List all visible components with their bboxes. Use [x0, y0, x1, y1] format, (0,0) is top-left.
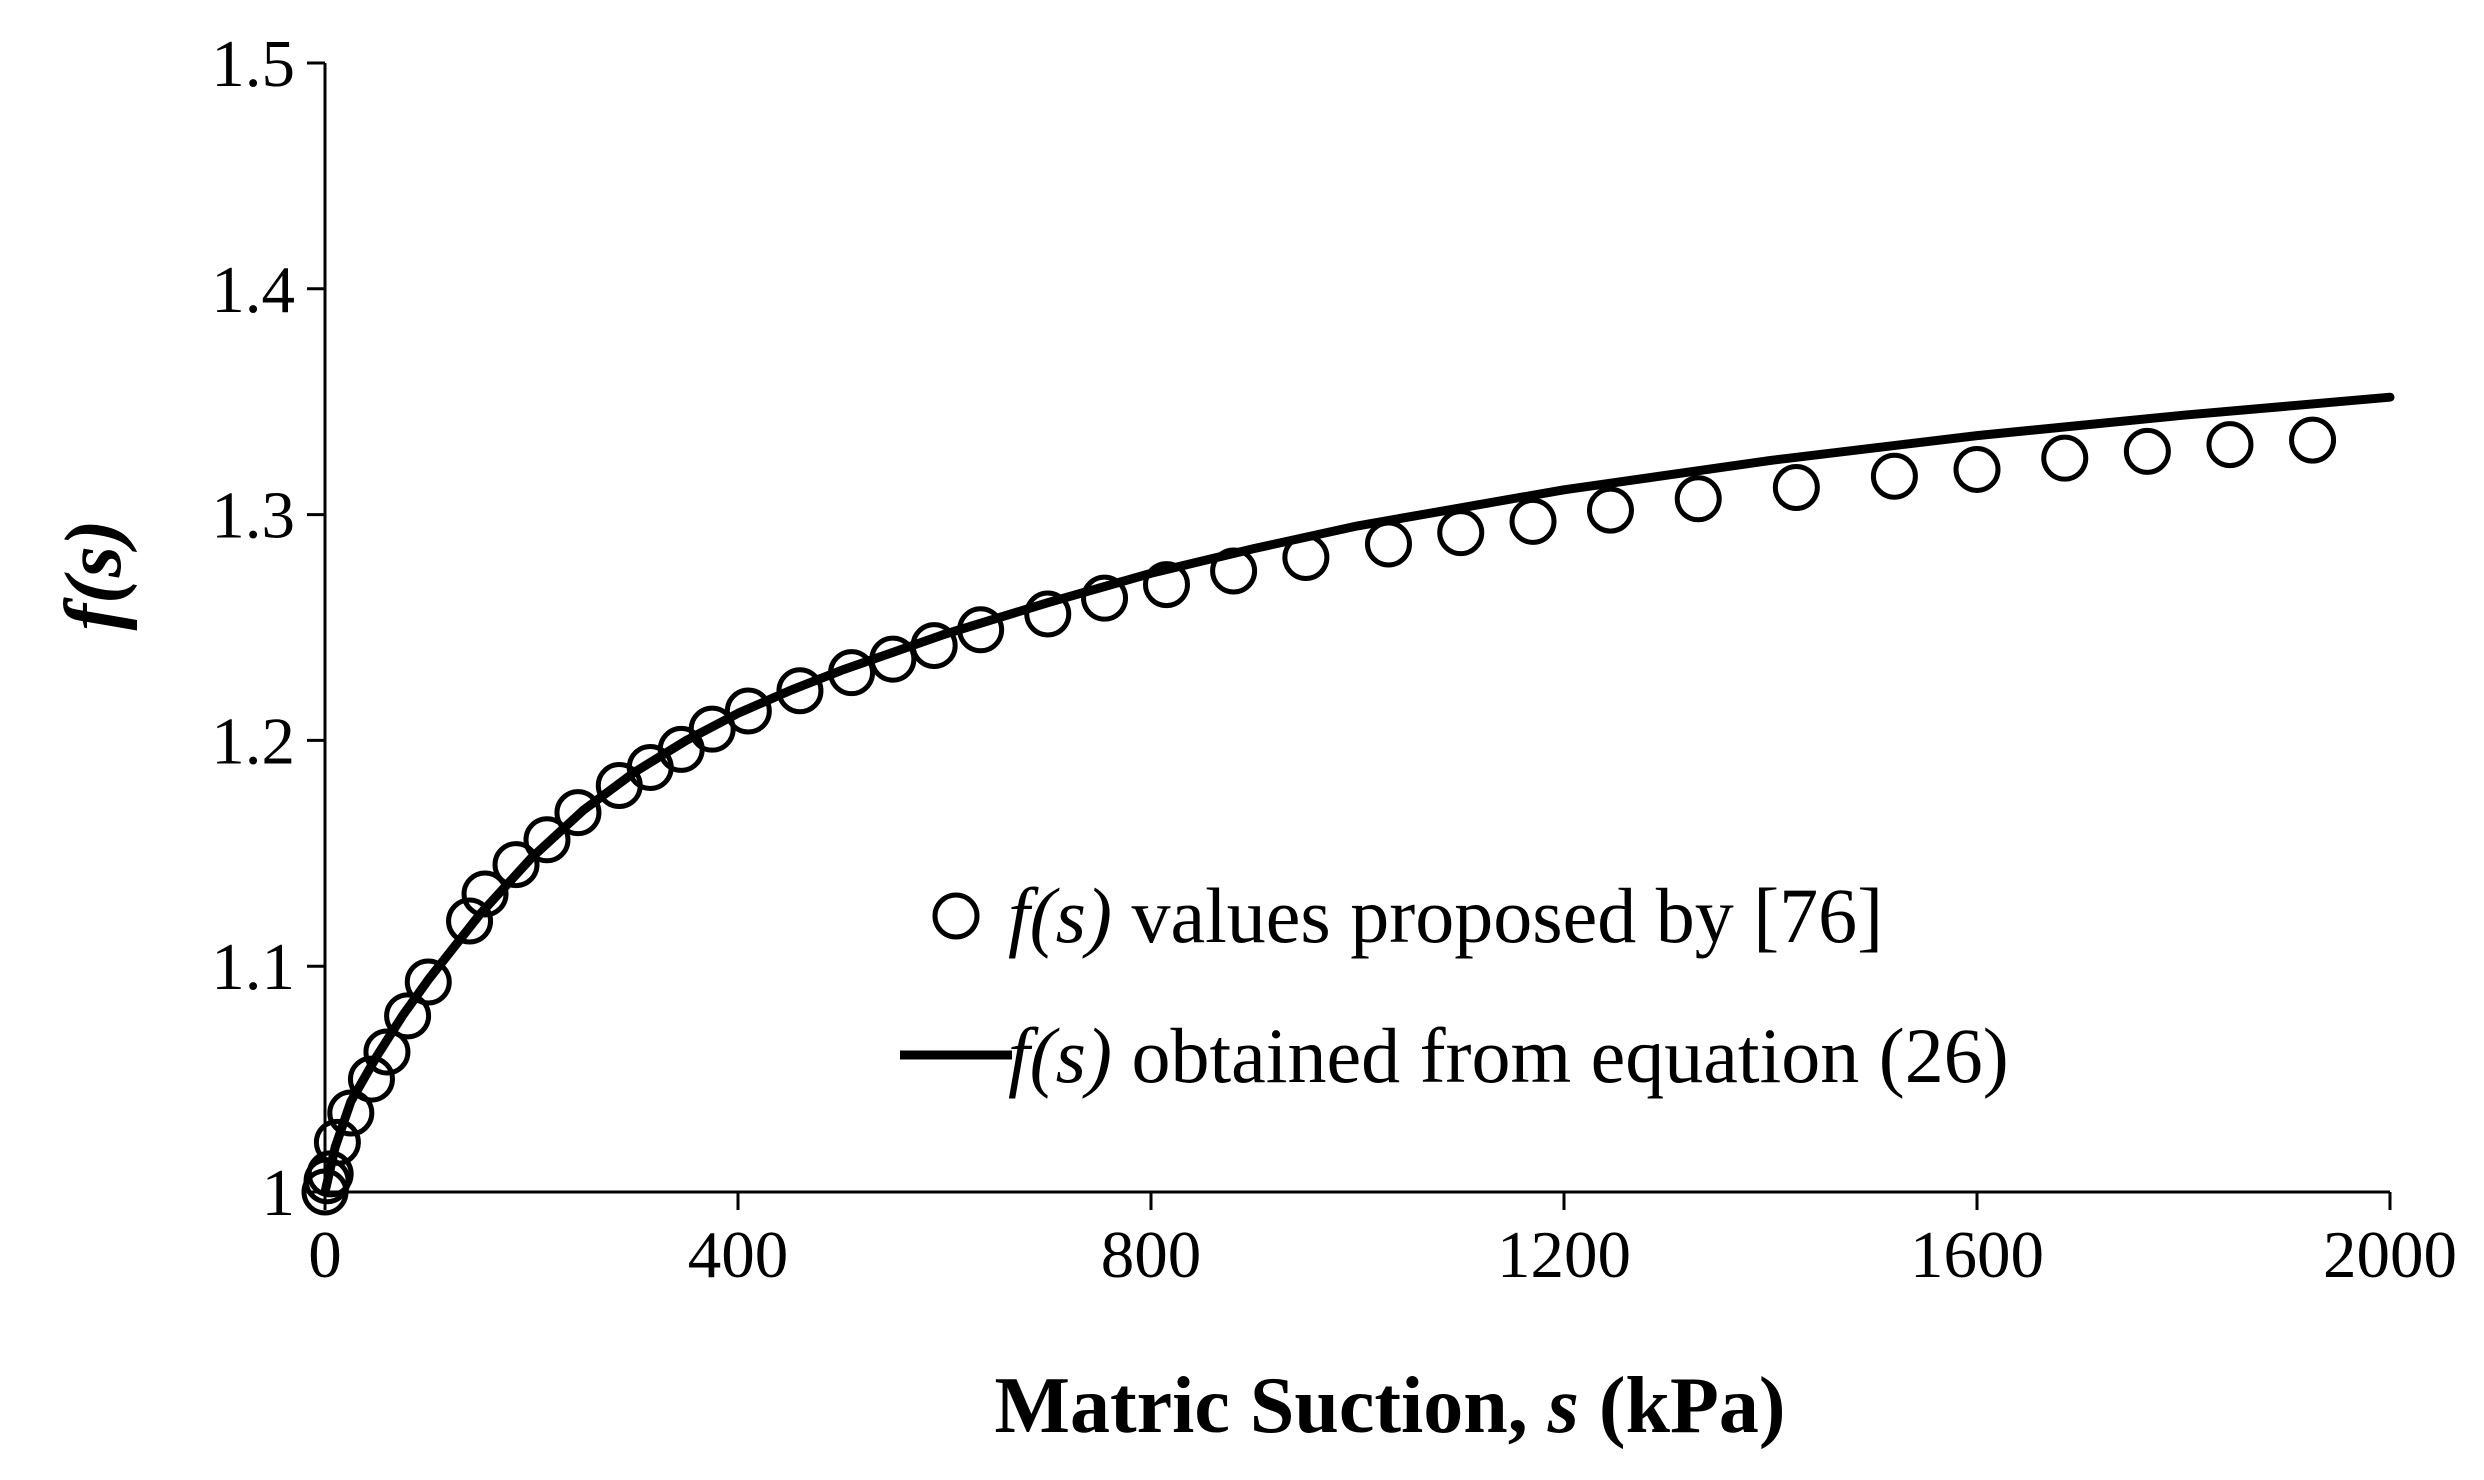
x-tick-label: 1600 [1910, 1218, 2044, 1292]
y-tick-label: 1.1 [211, 930, 295, 1004]
series-points [301, 416, 2337, 1216]
data-point [1953, 445, 2001, 493]
data-point [1210, 547, 1258, 595]
data-point [1437, 509, 1485, 557]
data-point [446, 897, 494, 945]
data-point [910, 622, 958, 670]
data-point [306, 1150, 354, 1198]
data-point [404, 958, 452, 1006]
data-point [1364, 520, 1412, 568]
legend-marker-circle [932, 892, 980, 940]
x-tick-label: 800 [1101, 1218, 1202, 1292]
data-point [347, 1055, 395, 1103]
y-tick-label: 1 [262, 1156, 296, 1230]
x-tick-label: 400 [688, 1218, 789, 1292]
x-tick-label: 0 [308, 1218, 342, 1292]
x-axis-title-main: Matric Suction, [994, 1362, 1547, 1450]
x-axis-title-var: s [1547, 1362, 1579, 1450]
data-point [363, 1028, 411, 1076]
y-tick-label: 1.3 [211, 479, 295, 553]
data-point [1674, 475, 1722, 523]
data-point [554, 789, 602, 837]
data-point [1772, 464, 1820, 512]
data-point [2206, 421, 2254, 469]
legend-label-equation: f(s) obtained from equation (26) [1008, 1012, 2009, 1099]
legend-label-equation-italic: f(s) [1008, 1012, 1112, 1099]
series-line-path [320, 392, 2395, 1197]
x-tick-label: 2000 [2323, 1218, 2457, 1292]
data-point [776, 667, 824, 715]
data-point [1509, 497, 1557, 545]
legend-label-values-italic: f(s) [1008, 872, 1112, 959]
data-point [688, 705, 736, 753]
y-tick-label: 1.5 [211, 27, 295, 101]
data-point [724, 687, 772, 735]
data-point [869, 635, 917, 683]
data-point [2289, 416, 2337, 464]
x-tick-label: 1200 [1497, 1218, 1631, 1292]
data-point [1081, 574, 1129, 622]
data-point [492, 841, 540, 889]
legend-label-values-rest: values proposed by [76] [1112, 872, 1883, 959]
x-axis-title: Matric Suction, s (kPa) [994, 1362, 1785, 1450]
data-point [384, 992, 432, 1040]
data-point [957, 606, 1005, 654]
data-point [1586, 486, 1634, 534]
data-point [523, 816, 571, 864]
axes [323, 63, 2390, 1194]
data-point [1870, 452, 1918, 500]
data-point [327, 1089, 375, 1137]
y-axis-title: f(s) [50, 519, 138, 630]
y-tick-label: 1.4 [211, 253, 295, 327]
y-tick-label: 1.2 [211, 704, 295, 778]
data-point [828, 649, 876, 697]
data-point [313, 1118, 361, 1166]
data-point [2041, 434, 2089, 482]
x-axis-title-unit: (kPa) [1579, 1362, 1786, 1450]
legend-label-values: f(s) values proposed by [76] [1008, 872, 1883, 959]
data-point [461, 870, 509, 918]
data-point [1142, 561, 1190, 609]
ticks: 1 1.1 1.2 1.3 1.4 1.5 0 400 800 1200 1600 2000 [211, 27, 2457, 1292]
data-point [2123, 427, 2171, 475]
legend: f(s) values proposed by [76] f(s) obtain… [900, 872, 2009, 1099]
data-point [1024, 590, 1072, 638]
data-point [1282, 534, 1330, 582]
legend-label-equation-rest: obtained from equation (26) [1112, 1012, 2009, 1099]
series-line [320, 392, 2395, 1197]
